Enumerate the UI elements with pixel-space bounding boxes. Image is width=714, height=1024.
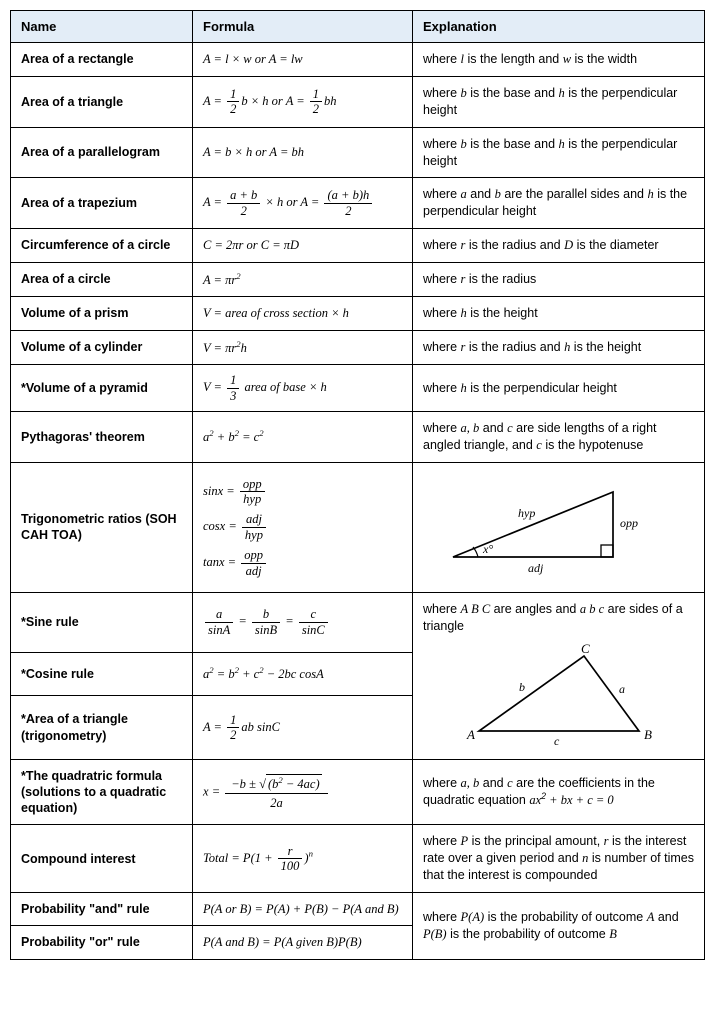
svg-text:c: c <box>554 734 560 748</box>
expl-quadratic: where a, b and c are the coefficients in… <box>413 759 705 825</box>
expl-sine-cosine-area: where A B C are angles and a b c are sid… <box>413 592 705 759</box>
name-parallelogram: Area of a parallelogram <box>11 127 193 178</box>
formula-area-trig: A = 12ab sinC <box>193 696 413 759</box>
formula-cylinder: V = πr2h <box>193 331 413 365</box>
right-triangle-icon: x° hyp opp adj <box>423 477 643 577</box>
row-triangle: Area of a triangle A = 12b × h or A = 12… <box>11 76 705 127</box>
header-explanation: Explanation <box>413 11 705 43</box>
svg-text:a: a <box>619 682 625 696</box>
formula-rectangle: A = l × w or A = lw <box>193 43 413 77</box>
formula-trapezium: A = a + b2 × h or A = (a + b)h2 <box>193 178 413 229</box>
name-circle-area: Area of a circle <box>11 263 193 297</box>
svg-text:x°: x° <box>482 542 493 556</box>
triangle-icon: A B C a b c <box>449 641 669 751</box>
header-row: Name Formula Explanation <box>11 11 705 43</box>
name-prob-and: Probability "and" rule <box>11 893 193 926</box>
row-trapezium: Area of a trapezium A = a + b2 × h or A … <box>11 178 705 229</box>
formula-circumference: C = 2πr or C = πD <box>193 229 413 263</box>
row-prob-and: Probability "and" rule P(A or B) = P(A) … <box>11 893 705 926</box>
name-area-trig: *Area of a triangle (trigonometry) <box>11 696 193 759</box>
formula-cosine: a2 = b2 + c2 − 2bc cosA <box>193 652 413 696</box>
row-pythagoras: Pythagoras' theorem a2 + b2 = c2 where a… <box>11 411 705 462</box>
row-compound: Compound interest Total = P(1 + r100)n w… <box>11 825 705 893</box>
name-pyramid: *Volume of a pyramid <box>11 365 193 412</box>
name-prism: Volume of a prism <box>11 297 193 331</box>
row-parallelogram: Area of a parallelogram A = b × h or A =… <box>11 127 705 178</box>
formula-prob-or: P(A and B) = P(A given B)P(B) <box>193 926 413 959</box>
formula-trig: sinx = opphyp cosx = adjhyp tanx = oppad… <box>193 462 413 592</box>
expl-parallelogram: where b is the base and h is the perpend… <box>413 127 705 178</box>
row-circumference: Circumference of a circle C = 2πr or C =… <box>11 229 705 263</box>
formula-pyramid: V = 13 area of base × h <box>193 365 413 412</box>
row-prism: Volume of a prism V = area of cross sect… <box>11 297 705 331</box>
header-formula: Formula <box>193 11 413 43</box>
svg-text:b: b <box>519 680 525 694</box>
svg-text:A: A <box>466 727 475 742</box>
expl-cylinder: where r is the radius and h is the heigh… <box>413 331 705 365</box>
name-prob-or: Probability "or" rule <box>11 926 193 959</box>
svg-text:adj: adj <box>528 561 544 575</box>
formula-prob-and: P(A or B) = P(A) + P(B) − P(A and B) <box>193 893 413 926</box>
expl-prism: where h is the height <box>413 297 705 331</box>
svg-text:B: B <box>644 727 652 742</box>
expl-triangle: where b is the base and h is the perpend… <box>413 76 705 127</box>
formula-pythagoras: a2 + b2 = c2 <box>193 411 413 462</box>
name-pythagoras: Pythagoras' theorem <box>11 411 193 462</box>
formula-sine: asinA = bsinB = csinC <box>193 592 413 652</box>
expl-trapezium: where a and b are the parallel sides and… <box>413 178 705 229</box>
formula-parallelogram: A = b × h or A = bh <box>193 127 413 178</box>
formula-circle-area: A = πr2 <box>193 263 413 297</box>
expl-circle-area: where r is the radius <box>413 263 705 297</box>
row-circle-area: Area of a circle A = πr2 where r is the … <box>11 263 705 297</box>
formula-quadratic: x = −b ± √(b2 − 4ac) 2a <box>193 759 413 825</box>
row-quadratic: *The quadratric formula (solutions to a … <box>11 759 705 825</box>
expl-circumference: where r is the radius and D is the diame… <box>413 229 705 263</box>
expl-probability: where P(A) is the probability of outcome… <box>413 893 705 960</box>
svg-text:opp: opp <box>620 516 638 530</box>
formula-table: Name Formula Explanation Area of a recta… <box>10 10 705 960</box>
header-name: Name <box>11 11 193 43</box>
expl-compound: where P is the principal amount, r is th… <box>413 825 705 893</box>
name-trig: Trigonometric ratios (SOH CAH TOA) <box>11 462 193 592</box>
expl-trig-diagram: x° hyp opp adj <box>413 462 705 592</box>
row-sine-rule: *Sine rule asinA = bsinB = csinC where A… <box>11 592 705 652</box>
formula-triangle: A = 12b × h or A = 12bh <box>193 76 413 127</box>
name-cylinder: Volume of a cylinder <box>11 331 193 365</box>
name-trapezium: Area of a trapezium <box>11 178 193 229</box>
svg-text:C: C <box>581 641 590 656</box>
row-pyramid: *Volume of a pyramid V = 13 area of base… <box>11 365 705 412</box>
row-rectangle: Area of a rectangle A = l × w or A = lw … <box>11 43 705 77</box>
expl-pythagoras: where a, b and c are side lengths of a r… <box>413 411 705 462</box>
name-compound: Compound interest <box>11 825 193 893</box>
row-cylinder: Volume of a cylinder V = πr2h where r is… <box>11 331 705 365</box>
row-trig: Trigonometric ratios (SOH CAH TOA) sinx … <box>11 462 705 592</box>
name-rectangle: Area of a rectangle <box>11 43 193 77</box>
name-cosine: *Cosine rule <box>11 652 193 696</box>
name-circumference: Circumference of a circle <box>11 229 193 263</box>
expl-pyramid: where h is the perpendicular height <box>413 365 705 412</box>
expl-rectangle: where l is the length and w is the width <box>413 43 705 77</box>
name-sine: *Sine rule <box>11 592 193 652</box>
svg-text:hyp: hyp <box>518 506 535 520</box>
formula-prism: V = area of cross section × h <box>193 297 413 331</box>
formula-compound: Total = P(1 + r100)n <box>193 825 413 893</box>
name-quadratic: *The quadratric formula (solutions to a … <box>11 759 193 825</box>
name-triangle: Area of a triangle <box>11 76 193 127</box>
